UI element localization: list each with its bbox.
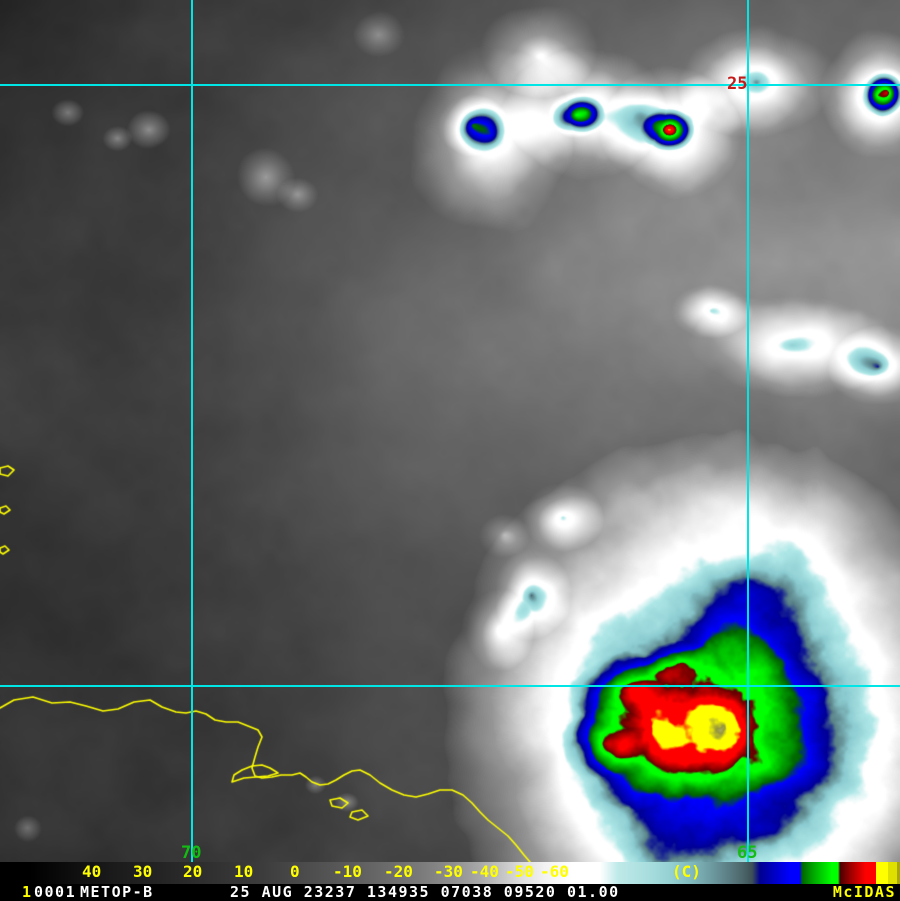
color-bar-units-label: (C) <box>672 862 701 881</box>
grid-line-horizontal-15n <box>0 685 900 687</box>
grid-line-vertical-65w <box>747 0 749 862</box>
color-enhancement-gradient <box>0 862 900 884</box>
status-text-bar: 1 0001 METOP-B 25 AUG 23237 134935 07038… <box>0 884 900 900</box>
image-id-label: 0001 <box>34 883 77 901</box>
grid-line-horizontal-25n <box>0 84 900 86</box>
grid-label-longitude-70: 70 <box>181 843 202 863</box>
color-bar-tick-label: -40 <box>470 862 499 881</box>
color-bar-tick-label: -30 <box>434 862 463 881</box>
grid-label-latitude-25: 25 <box>727 74 748 94</box>
color-bar-tick-label: -20 <box>384 862 413 881</box>
color-enhancement-bar[interactable]: 40 30 20 10 0 -10 -20 -30 -40 -50 -60 (C) <box>0 862 900 884</box>
color-bar-tick-label: 20 <box>183 862 203 881</box>
color-bar-segment <box>876 862 888 884</box>
grid-label-longitude-65: 65 <box>737 843 758 863</box>
mcidas-brand-label: McIDAS <box>832 883 896 901</box>
color-bar-segment <box>897 862 900 884</box>
color-bar-tick-label: -10 <box>333 862 362 881</box>
grid-line-vertical-70w <box>191 0 193 862</box>
frame-number-label: 1 <box>22 883 33 901</box>
acquisition-info-label: 25 AUG 23237 134935 07038 09520 01.00 <box>230 883 620 901</box>
color-bar-tick-label: -50 <box>505 862 534 881</box>
color-bar-tick-label: 30 <box>133 862 153 881</box>
color-bar-segment <box>888 862 897 884</box>
color-bar-tick-label: 40 <box>82 862 102 881</box>
color-bar-tick-label: -60 <box>540 862 569 881</box>
color-bar-tick-label: 0 <box>290 862 300 881</box>
satellite-image-canvas[interactable] <box>0 0 900 862</box>
satellite-name-label: METOP-B <box>80 883 154 901</box>
color-bar-tick-label: 10 <box>234 862 254 881</box>
